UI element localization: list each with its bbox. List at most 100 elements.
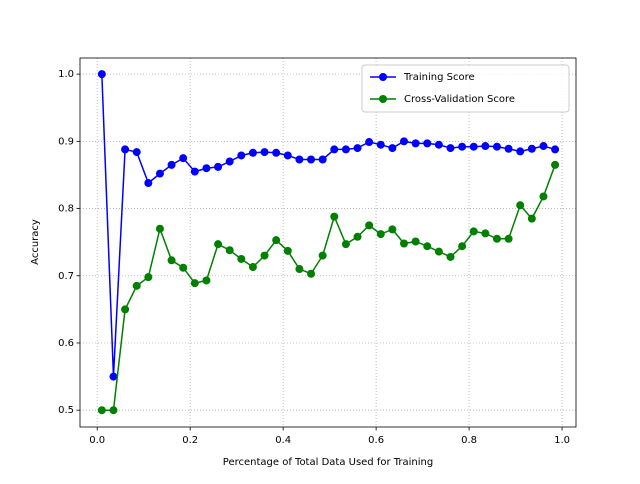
y-tick-label: 1.0 — [58, 69, 74, 80]
data-point — [260, 148, 269, 157]
y-tick-label: 0.7 — [58, 271, 74, 282]
data-point — [272, 148, 281, 157]
data-point — [516, 201, 525, 210]
data-point — [504, 144, 513, 153]
series-line — [101, 164, 556, 411]
data-point — [458, 142, 467, 151]
data-point — [481, 142, 490, 151]
data-point — [411, 139, 420, 148]
data-point — [446, 144, 455, 153]
data-point — [190, 279, 199, 288]
y-tick-label: 0.8 — [58, 204, 74, 215]
data-point — [214, 240, 223, 249]
data-point — [423, 242, 432, 251]
data-point — [248, 263, 257, 272]
data-point — [144, 273, 153, 282]
data-point — [353, 144, 362, 153]
data-point — [283, 151, 292, 160]
data-point — [109, 372, 118, 381]
data-point — [434, 247, 443, 256]
data-point — [121, 305, 130, 314]
data-point — [272, 236, 281, 245]
data-point — [167, 256, 176, 265]
data-point — [492, 142, 501, 151]
data-point — [539, 142, 548, 151]
data-point — [551, 160, 560, 169]
data-point — [121, 145, 130, 154]
data-point — [353, 232, 362, 241]
data-point — [144, 179, 153, 188]
data-point — [237, 151, 246, 160]
data-point — [365, 221, 374, 230]
data-point — [423, 139, 432, 148]
legend-label: Training Score — [403, 72, 475, 83]
x-tick-label: 0.0 — [89, 435, 105, 446]
data-point — [469, 142, 478, 151]
data-point — [376, 140, 385, 149]
data-point — [388, 225, 397, 234]
data-point — [551, 145, 560, 154]
data-point — [202, 276, 211, 285]
data-point — [411, 237, 420, 246]
data-point — [179, 263, 188, 272]
data-point — [132, 281, 141, 290]
data-point — [469, 227, 478, 236]
data-point — [307, 269, 316, 278]
data-point — [318, 251, 327, 260]
data-point — [97, 406, 106, 415]
data-point — [341, 145, 350, 154]
data-point — [481, 229, 490, 238]
data-point — [318, 155, 327, 164]
legend-box — [361, 64, 570, 113]
data-point — [365, 138, 374, 147]
data-point — [97, 70, 106, 79]
data-point — [307, 155, 316, 164]
data-point — [202, 164, 211, 173]
data-point — [341, 240, 350, 249]
data-point — [330, 145, 339, 154]
data-point — [295, 265, 304, 274]
data-point — [539, 192, 548, 201]
data-point — [167, 160, 176, 169]
data-point — [295, 155, 304, 164]
data-point — [132, 148, 141, 157]
x-tick-label: 0.8 — [461, 435, 477, 446]
data-point — [388, 144, 397, 153]
x-tick-label: 1.0 — [554, 435, 570, 446]
y-tick-label: 0.9 — [58, 136, 74, 147]
data-point — [400, 239, 409, 248]
data-point — [527, 144, 536, 153]
data-point — [458, 242, 467, 251]
data-point — [400, 137, 409, 146]
data-point — [504, 234, 513, 243]
y-tick-label: 0.5 — [58, 405, 74, 416]
data-point — [155, 169, 164, 178]
data-point — [260, 251, 269, 260]
data-point — [155, 224, 164, 233]
data-point — [248, 148, 257, 157]
data-point — [237, 254, 246, 263]
plot-frame — [79, 57, 577, 428]
data-point — [446, 252, 455, 261]
y-axis-label: Accuracy — [30, 219, 41, 265]
x-tick-label: 0.6 — [368, 435, 384, 446]
data-point — [516, 147, 525, 156]
data-point — [527, 214, 536, 223]
y-tick-label: 0.6 — [58, 338, 74, 349]
x-tick-label: 0.4 — [275, 435, 291, 446]
series-line — [101, 74, 556, 377]
legend-marker — [379, 73, 387, 81]
data-point — [190, 167, 199, 176]
data-point — [330, 212, 339, 221]
legend-marker — [379, 95, 387, 103]
data-point — [376, 230, 385, 239]
data-point — [179, 154, 188, 163]
data-point — [109, 406, 118, 415]
data-point — [214, 162, 223, 171]
x-tick-label: 0.2 — [182, 435, 198, 446]
data-point — [283, 246, 292, 255]
data-point — [225, 157, 234, 166]
data-point — [225, 246, 234, 255]
data-point — [434, 140, 443, 149]
